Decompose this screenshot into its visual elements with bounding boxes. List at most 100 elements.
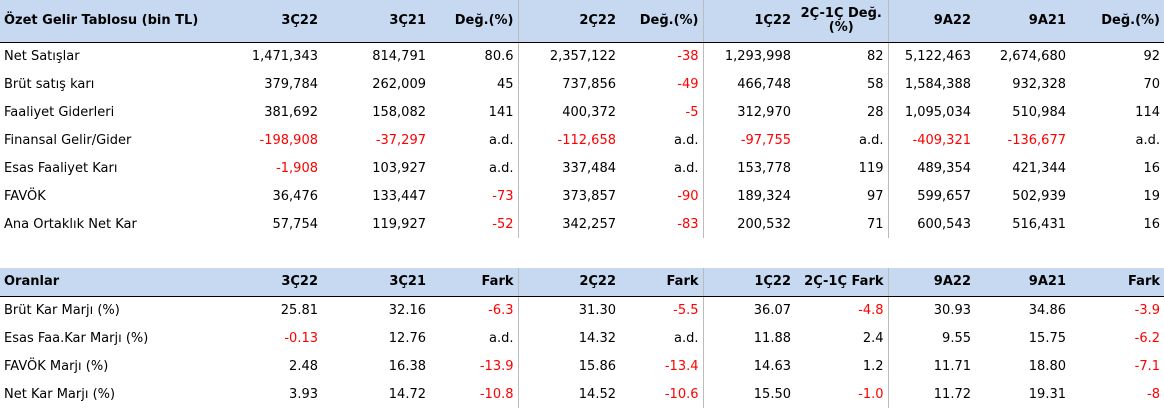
cell: 381,692: [264, 104, 318, 120]
cell: 9.55: [942, 330, 971, 346]
data-row: Ana Ortaklık Net Kar 57,754 119,927 -52 342,…: [0, 210, 1164, 238]
cell: 489,354: [917, 160, 971, 176]
cell: a.d.: [620, 126, 704, 154]
cell: 2,674,680: [999, 48, 1066, 64]
cell: -198,908: [259, 132, 318, 148]
cell: 119: [795, 154, 889, 182]
header-cell: Değ.(%): [620, 0, 704, 43]
cell: 31.30: [578, 302, 616, 318]
cell: 58: [795, 70, 889, 98]
cell: 15.50: [753, 386, 791, 402]
cell: -112,658: [557, 132, 616, 148]
cell: 103,927: [372, 160, 426, 176]
data-row: FAVÖK Marjı (%) 2.48 16.38 -13.9 15.86 -13.4 1…: [0, 352, 1164, 380]
header-cell: Fark: [620, 268, 704, 297]
cell: -49: [620, 70, 704, 98]
cell: 19.31: [1028, 386, 1066, 402]
header-cell: Fark: [430, 268, 519, 297]
cell: 599,657: [917, 188, 971, 204]
cell: -5.5: [620, 296, 704, 324]
cell: 14.63: [753, 358, 791, 374]
cell: 342,257: [562, 216, 616, 232]
row-label: Faaliyet Giderleri: [4, 104, 115, 120]
header-cell: Değ.(%): [1070, 0, 1164, 43]
data-row: Brüt Kar Marjı (%) 25.81 32.16 -6.3 31.30 -5.…: [0, 296, 1164, 324]
cell: 14.72: [388, 386, 426, 402]
row-label: Net Satışlar: [4, 48, 80, 64]
cell: 32.16: [388, 302, 426, 318]
row-label: Esas Faaliyet Karı: [4, 160, 118, 176]
row-label: Brüt satış karı: [4, 76, 95, 92]
data-table: Oranlar 3Ç22 3Ç21 Fark 2Ç22 Fark 1Ç22 2Ç-1Ç Far…: [0, 268, 1164, 408]
cell: 1,293,998: [724, 48, 791, 64]
cell: -6.2: [1134, 330, 1160, 346]
cell: a.d.: [795, 126, 889, 154]
cell: 133,447: [372, 188, 426, 204]
header-cell: Değ.(%): [430, 0, 519, 43]
row-label: FAVÖK: [4, 188, 46, 204]
cell: 502,939: [1012, 188, 1066, 204]
header-cell: 2Ç-1Ç Fark: [795, 268, 889, 297]
cell: -10.6: [620, 380, 704, 408]
cell: 466,748: [737, 76, 791, 92]
row-label: Finansal Gelir/Gider: [4, 132, 132, 148]
cell: 92: [1143, 48, 1160, 64]
row-label: FAVÖK Marjı (%): [4, 358, 109, 374]
cell: 36,476: [272, 188, 319, 204]
cell: -0.13: [284, 330, 318, 346]
cell: 312,970: [737, 104, 791, 120]
row-label: Net Kar Marjı (%): [4, 386, 116, 402]
cell: 12.76: [388, 330, 426, 346]
cell: 379,784: [264, 76, 318, 92]
cell: -6.3: [430, 296, 519, 324]
cell: 80.6: [430, 42, 519, 70]
cell: 1,095,034: [904, 104, 971, 120]
cell: 2.48: [289, 358, 318, 374]
cell: 34.86: [1028, 302, 1066, 318]
cell: 600,543: [917, 216, 971, 232]
cell: 516,431: [1012, 216, 1066, 232]
cell: 45: [430, 70, 519, 98]
cell: 932,328: [1012, 76, 1066, 92]
cell: 15.86: [578, 358, 616, 374]
cell: 400,372: [562, 104, 616, 120]
cell: 153,778: [737, 160, 791, 176]
data-row: Net Satışlar 1,471,343 814,791 80.6 2,357,12…: [0, 42, 1164, 70]
data-row: Brüt satış karı 379,784 262,009 45 737,856 -4…: [0, 70, 1164, 98]
header-cell: 3Ç21: [322, 268, 430, 297]
row-label: Esas Faa.Kar Marjı (%): [4, 330, 149, 346]
data-row: FAVÖK 36,476 133,447 -73 373,857 -90 189,324 97…: [0, 182, 1164, 210]
cell: 3.93: [289, 386, 318, 402]
header-row: Özet Gelir Tablosu (bin TL) 3Ç22 3Ç21 Değ.(…: [0, 0, 1164, 43]
cell: 71: [795, 210, 889, 238]
cell: 262,009: [372, 76, 426, 92]
cell: 11.88: [753, 330, 791, 346]
cell: 158,082: [372, 104, 426, 120]
header-cell: 9A21: [975, 0, 1070, 43]
cell: 70: [1143, 76, 1160, 92]
cell: 14.52: [578, 386, 616, 402]
cell: 510,984: [1012, 104, 1066, 120]
cell: 28: [795, 98, 889, 126]
header-cell: 1Ç22: [703, 0, 795, 43]
cell: 1,584,388: [904, 76, 971, 92]
header-cell: Oranlar: [0, 268, 245, 297]
cell: 15.75: [1028, 330, 1066, 346]
cell: 1.2: [795, 352, 889, 380]
header-cell: Özet Gelir Tablosu (bin TL): [0, 0, 245, 43]
cell: -13.4: [620, 352, 704, 380]
cell: -10.8: [430, 380, 519, 408]
header-row: Oranlar 3Ç22 3Ç21 Fark 2Ç22 Fark 1Ç22 2Ç-1Ç Far…: [0, 268, 1164, 297]
cell: 814,791: [372, 48, 426, 64]
cell: 421,344: [1012, 160, 1066, 176]
cell: -52: [430, 210, 519, 238]
cell: 16: [1143, 160, 1160, 176]
data-row: Esas Faaliyet Karı -1,908 103,927 a.d. 337,4…: [0, 154, 1164, 182]
cell: -38: [620, 42, 704, 70]
cell: a.d.: [430, 324, 519, 352]
cell: 2,357,122: [549, 48, 616, 64]
cell: -97,755: [740, 132, 791, 148]
cell: 200,532: [737, 216, 791, 232]
cell: 19: [1143, 188, 1160, 204]
